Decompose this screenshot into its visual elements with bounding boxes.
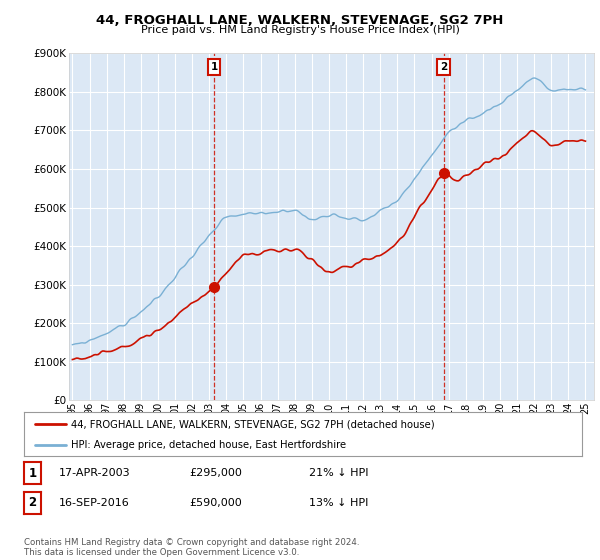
Text: £590,000: £590,000 <box>189 498 242 508</box>
Text: 13% ↓ HPI: 13% ↓ HPI <box>309 498 368 508</box>
Text: 21% ↓ HPI: 21% ↓ HPI <box>309 468 368 478</box>
Text: 2: 2 <box>28 496 37 510</box>
Text: £295,000: £295,000 <box>189 468 242 478</box>
Text: 16-SEP-2016: 16-SEP-2016 <box>59 498 130 508</box>
Text: HPI: Average price, detached house, East Hertfordshire: HPI: Average price, detached house, East… <box>71 440 347 450</box>
Text: 17-APR-2003: 17-APR-2003 <box>59 468 130 478</box>
Text: 44, FROGHALL LANE, WALKERN, STEVENAGE, SG2 7PH: 44, FROGHALL LANE, WALKERN, STEVENAGE, S… <box>97 14 503 27</box>
Text: 1: 1 <box>211 62 218 72</box>
Text: 1: 1 <box>28 466 37 480</box>
Text: 44, FROGHALL LANE, WALKERN, STEVENAGE, SG2 7PH (detached house): 44, FROGHALL LANE, WALKERN, STEVENAGE, S… <box>71 419 435 429</box>
Text: Price paid vs. HM Land Registry's House Price Index (HPI): Price paid vs. HM Land Registry's House … <box>140 25 460 35</box>
Text: Contains HM Land Registry data © Crown copyright and database right 2024.
This d: Contains HM Land Registry data © Crown c… <box>24 538 359 557</box>
Text: 2: 2 <box>440 62 448 72</box>
